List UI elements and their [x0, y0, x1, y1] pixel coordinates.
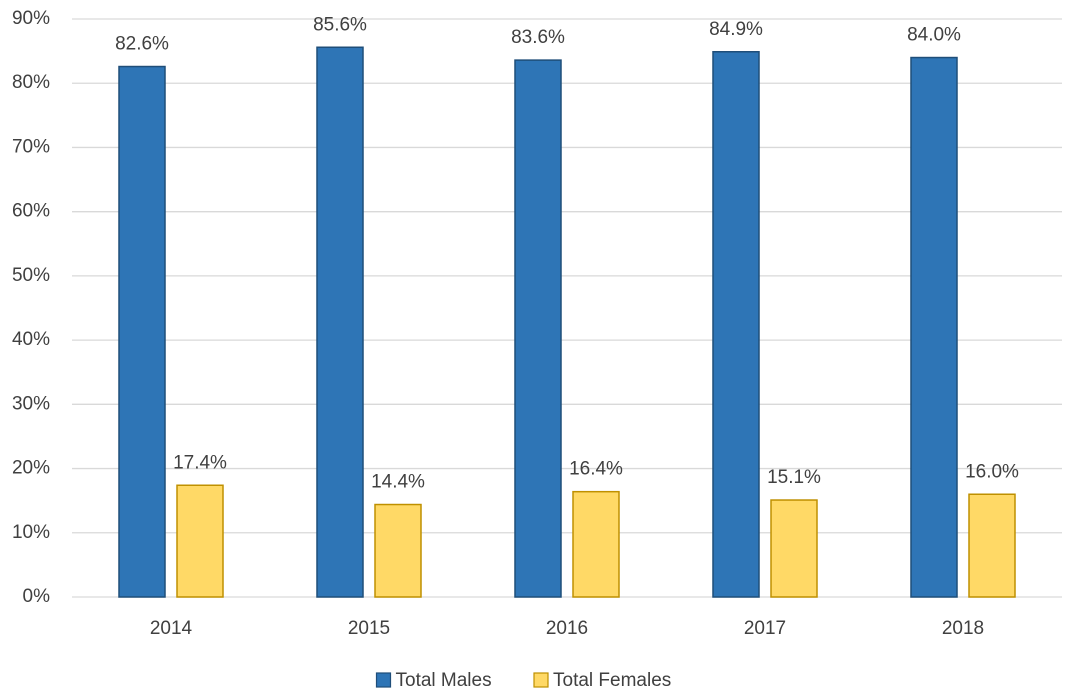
value-label: 16.0%	[965, 461, 1019, 482]
value-label: 84.9%	[709, 19, 763, 40]
value-label: 82.6%	[115, 34, 169, 55]
x-tick-label: 2016	[546, 618, 588, 639]
value-label: 15.1%	[767, 467, 821, 488]
bar	[374, 503, 422, 598]
x-tick-label: 2018	[942, 618, 984, 639]
value-label: 16.4%	[569, 459, 623, 480]
y-tick-label: 70%	[12, 136, 50, 157]
y-tick-label: 10%	[12, 522, 50, 543]
y-tick-label: 50%	[12, 265, 50, 286]
value-label: 14.4%	[371, 472, 425, 493]
y-tick-label: 40%	[12, 329, 50, 350]
bar	[770, 499, 818, 598]
bar	[316, 46, 364, 598]
bar	[910, 56, 958, 598]
legend-swatch	[375, 672, 392, 688]
bar	[968, 493, 1016, 598]
y-tick-label: 60%	[12, 201, 50, 222]
legend-swatch	[533, 672, 549, 688]
x-tick-label: 2017	[744, 618, 786, 639]
legend-label: Total Males	[396, 670, 492, 691]
x-tick-label: 2015	[348, 618, 390, 639]
value-label: 84.0%	[907, 25, 961, 46]
value-label: 83.6%	[511, 27, 565, 48]
y-tick-label: 30%	[12, 393, 50, 414]
x-tick-label: 2014	[150, 618, 193, 639]
bar	[176, 484, 224, 598]
bar	[514, 59, 562, 598]
value-label: 85.6%	[313, 14, 367, 35]
y-tick-label: 80%	[12, 72, 50, 93]
y-tick-label: 90%	[12, 8, 50, 29]
bar	[712, 51, 760, 598]
bar	[572, 490, 620, 598]
y-tick-label: 0%	[23, 586, 51, 607]
bar	[118, 65, 166, 598]
y-tick-label: 20%	[12, 458, 50, 479]
value-label: 17.4%	[173, 452, 227, 473]
legend-label: Total Females	[553, 670, 671, 691]
